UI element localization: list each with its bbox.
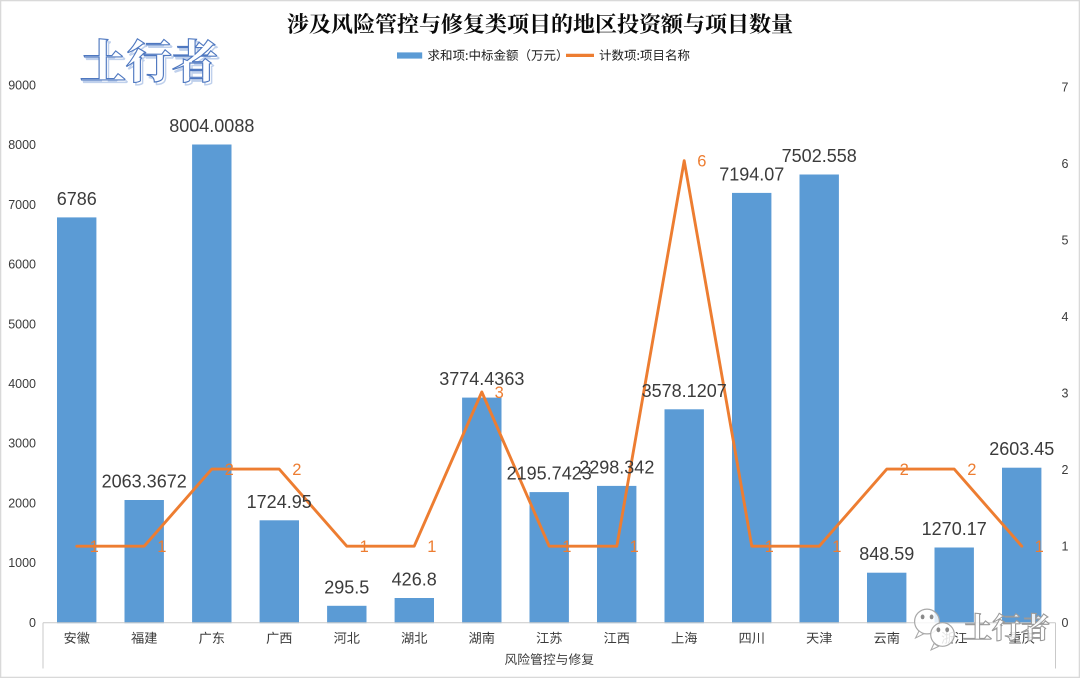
svg-text:6786: 6786 <box>57 189 97 209</box>
svg-text:3000: 3000 <box>8 437 36 451</box>
svg-text:2: 2 <box>292 461 301 479</box>
svg-text:1: 1 <box>90 538 99 556</box>
svg-text:5000: 5000 <box>8 317 36 331</box>
svg-text:3: 3 <box>1062 387 1069 401</box>
svg-text:6: 6 <box>1062 157 1069 171</box>
svg-text:848.59: 848.59 <box>859 544 914 564</box>
svg-text:1: 1 <box>1062 540 1069 554</box>
svg-text:2063.3672: 2063.3672 <box>102 472 187 492</box>
svg-text:5: 5 <box>1062 234 1069 248</box>
svg-text:6: 6 <box>697 153 706 171</box>
svg-text:2: 2 <box>225 461 234 479</box>
svg-text:1: 1 <box>427 538 436 556</box>
svg-text:1270.17: 1270.17 <box>922 519 987 539</box>
svg-text:1: 1 <box>562 538 571 556</box>
svg-text:2603.45: 2603.45 <box>989 439 1054 459</box>
svg-text:0: 0 <box>1062 616 1069 630</box>
svg-text:9000: 9000 <box>8 79 36 93</box>
svg-text:1: 1 <box>832 538 841 556</box>
svg-text:3: 3 <box>495 384 504 402</box>
svg-text:3578.1207: 3578.1207 <box>642 381 727 401</box>
svg-text:2: 2 <box>1062 463 1069 477</box>
svg-text:1724.95: 1724.95 <box>247 492 312 512</box>
svg-text:2000: 2000 <box>8 496 36 510</box>
svg-text:4: 4 <box>1062 310 1069 324</box>
svg-text:1: 1 <box>630 538 639 556</box>
svg-text:2298.342: 2298.342 <box>579 457 654 477</box>
svg-text:8004.0088: 8004.0088 <box>169 116 254 136</box>
svg-text:1000: 1000 <box>8 556 36 570</box>
svg-text:7502.558: 7502.558 <box>782 146 857 166</box>
svg-text:1: 1 <box>360 538 369 556</box>
svg-text:426.8: 426.8 <box>392 570 437 590</box>
svg-text:3774.4363: 3774.4363 <box>439 369 524 389</box>
svg-text:1: 1 <box>765 538 774 556</box>
svg-text:2: 2 <box>967 461 976 479</box>
svg-text:7194.07: 7194.07 <box>719 164 784 184</box>
svg-text:2195.7423: 2195.7423 <box>507 464 592 484</box>
svg-text:2: 2 <box>900 461 909 479</box>
svg-text:0: 0 <box>29 616 36 630</box>
svg-text:7: 7 <box>1062 81 1069 95</box>
svg-text:7000: 7000 <box>8 198 36 212</box>
svg-text:1: 1 <box>157 538 166 556</box>
svg-text:295.5: 295.5 <box>324 577 369 597</box>
svg-text:4000: 4000 <box>8 377 36 391</box>
svg-text:1: 1 <box>1035 538 1044 556</box>
svg-text:8000: 8000 <box>8 138 36 152</box>
svg-text:6000: 6000 <box>8 258 36 272</box>
